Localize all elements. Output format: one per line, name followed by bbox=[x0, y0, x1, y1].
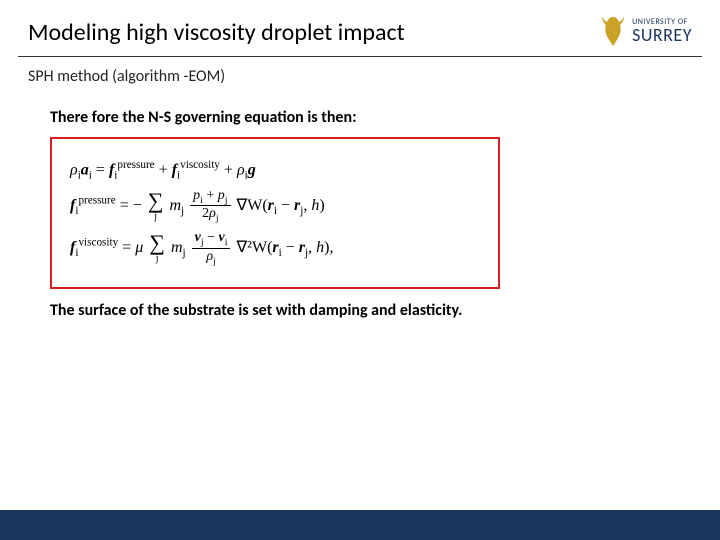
footer-bar bbox=[0, 510, 720, 540]
stag-icon bbox=[600, 14, 626, 48]
university-logo: UNIVERSITY OF SURREY bbox=[600, 14, 692, 48]
slide-title: Modeling high viscosity droplet impact bbox=[28, 18, 405, 47]
fraction: pi + pj 2ρj bbox=[190, 188, 230, 225]
equation-2: fipressure = − ∑j mj pi + pj 2ρj ∇W(ri −… bbox=[70, 188, 480, 225]
header-rule bbox=[18, 56, 702, 57]
sum-symbol: ∑j bbox=[149, 232, 165, 264]
header: Modeling high viscosity droplet impact U… bbox=[0, 0, 720, 56]
slide-body: There fore the N-S governing equation is… bbox=[0, 100, 720, 328]
logo-surrey: SURREY bbox=[632, 26, 692, 44]
fraction: vj − vi ρj bbox=[192, 230, 231, 267]
slide: Modeling high viscosity droplet impact U… bbox=[0, 0, 720, 540]
lead-text: There fore the N-S governing equation is… bbox=[50, 108, 670, 127]
equation-1: ρiai = fipressure + fiviscosity + ρig bbox=[70, 159, 480, 182]
eq1-a: a bbox=[81, 161, 89, 178]
after-text: The surface of the substrate is set with… bbox=[50, 301, 670, 320]
logo-text: UNIVERSITY OF SURREY bbox=[632, 18, 692, 44]
eq1-rho: ρ bbox=[70, 161, 78, 178]
equation-box: ρiai = fipressure + fiviscosity + ρig fi… bbox=[50, 137, 500, 289]
sum-symbol: ∑j bbox=[148, 190, 164, 222]
equation-3: fiviscosity = μ ∑j mj vj − vi ρj ∇²W(ri … bbox=[70, 230, 480, 267]
slide-subtitle: SPH method (algorithm -EOM) bbox=[0, 63, 720, 100]
